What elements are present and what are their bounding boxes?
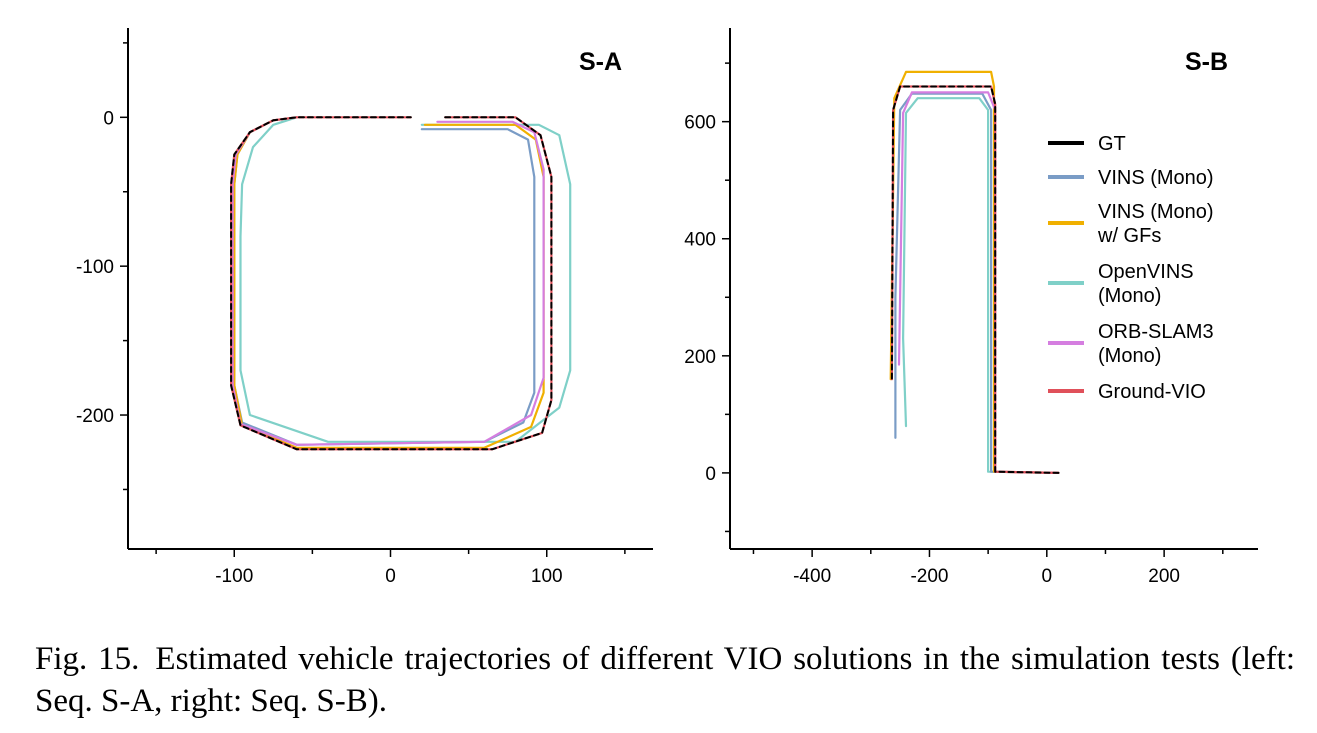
series-line-vins-mono-w-gfs: [233, 116, 545, 449]
legend-label: ORB-SLAM3: [1098, 321, 1214, 343]
series-line-openvins-mono: [239, 116, 572, 443]
panel-title: S-A: [579, 48, 622, 76]
x-tick-label: 200: [1148, 566, 1180, 587]
figure: -100 0 100 0 -100 -200 S-A -400 -200 0 200 0 200 400 6…: [76, 28, 1258, 587]
legend-label: VINS (Mono): [1098, 167, 1214, 189]
series-line-gt: [890, 85, 1060, 474]
x-tick-label: 0: [1042, 566, 1053, 587]
y-tick-label: 200: [684, 347, 716, 368]
caption-label: Fig. 15.: [35, 641, 140, 677]
x-tick-label: -100: [215, 566, 253, 587]
y-tick-label: 400: [684, 230, 716, 251]
series-line-orb-slam3-mono: [897, 91, 1060, 474]
legend-label: w/ GFs: [1097, 225, 1161, 247]
y-tick-label: 600: [684, 113, 716, 134]
y-tick-label: 0: [103, 108, 114, 129]
series-line-vins-mono: [894, 92, 1060, 474]
series-line-openvins-mono: [901, 97, 1060, 474]
panel-title: S-B: [1185, 48, 1228, 76]
legend-label: VINS (Mono): [1098, 201, 1214, 223]
series-line-gt: [230, 116, 553, 451]
y-tick-label: 0: [705, 464, 716, 485]
y-tick-label: -200: [76, 406, 114, 427]
figure-caption: Fig. 15. Estimated vehicle trajectories o…: [35, 638, 1295, 722]
series-line-ground-vio: [230, 116, 553, 451]
x-tick-label: 0: [385, 566, 396, 587]
series-line-vins-mono: [233, 116, 536, 446]
x-tick-label: 100: [531, 566, 563, 587]
x-tick-label: -400: [793, 566, 831, 587]
caption-text: Estimated vehicle trajectories of differ…: [35, 641, 1295, 719]
series-line-orb-slam3-mono: [231, 116, 545, 446]
legend-label: (Mono): [1098, 345, 1161, 367]
legend-label: Ground-VIO: [1098, 381, 1206, 403]
chart-panel-s-b: -400 -200 0 200 0 200 400 600 S-B: [684, 28, 1258, 587]
y-tick-label: -100: [76, 257, 114, 278]
x-tick-label: -200: [910, 566, 948, 587]
legend-label: OpenVINS: [1098, 261, 1194, 283]
legend-label: GT: [1098, 133, 1126, 155]
series-line-ground-vio: [890, 85, 1060, 474]
legend-label: (Mono): [1098, 285, 1161, 307]
chart-panel-s-a: -100 0 100 0 -100 -200 S-A: [76, 28, 653, 587]
series-line-vins-mono-w-gfs: [889, 70, 1060, 474]
